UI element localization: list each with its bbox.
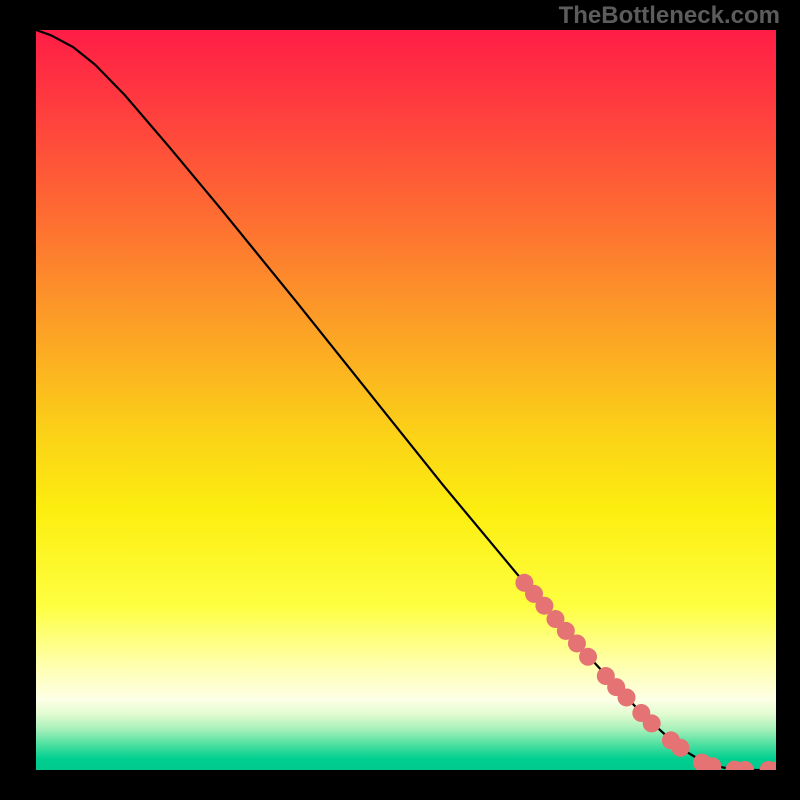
data-point-marker — [672, 739, 690, 757]
chart-plot-area — [36, 30, 776, 770]
data-point-marker — [618, 688, 636, 706]
gradient-background — [36, 30, 776, 770]
data-point-marker — [643, 714, 661, 732]
data-point-marker — [579, 648, 597, 666]
watermark-text: TheBottleneck.com — [559, 2, 780, 30]
